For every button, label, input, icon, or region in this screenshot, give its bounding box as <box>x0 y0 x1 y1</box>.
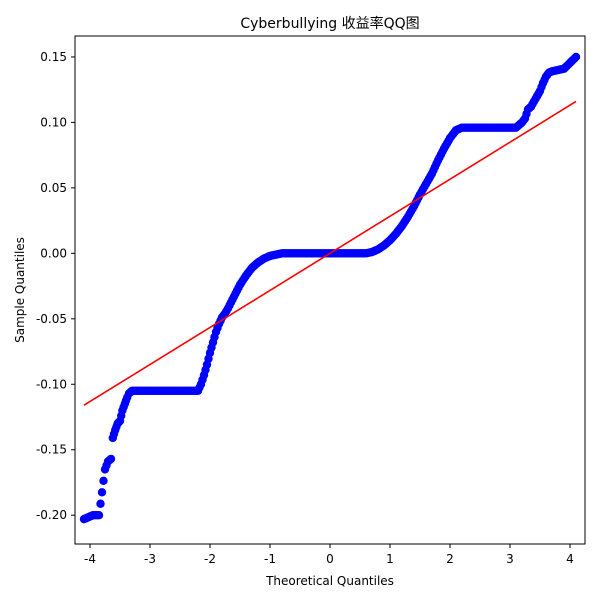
data-point-band <box>96 499 105 508</box>
y-tick-label: -0.15 <box>36 443 67 457</box>
plot-frame <box>74 35 586 545</box>
data-point <box>571 52 581 62</box>
reference-line <box>83 100 577 406</box>
y-tick-label: 0.05 <box>40 181 67 195</box>
reference-line-layer <box>83 100 577 406</box>
x-tick-label: 3 <box>506 552 514 566</box>
data-points <box>79 52 581 524</box>
x-axis-ticks: -4 -3 -2 -1 0 1 2 3 4 <box>84 544 574 566</box>
x-tick-label: -2 <box>204 552 216 566</box>
x-tick-label: -3 <box>144 552 156 566</box>
data-point-band <box>99 476 108 486</box>
chart-title: Cyberbullying 收益率QQ图 <box>240 15 419 32</box>
y-tick-label: -0.20 <box>36 508 67 522</box>
y-tick-label: -0.10 <box>36 377 67 391</box>
x-tick-label: 2 <box>446 552 454 566</box>
x-axis-label: Theoretical Quantiles <box>265 574 394 588</box>
y-axis-ticks: -0.20 -0.15 -0.10 -0.05 0.00 0.05 0.10 0.15 <box>36 50 75 522</box>
y-tick-label: -0.05 <box>36 312 67 326</box>
y-tick-label: 0.15 <box>40 50 67 64</box>
x-tick-label: 0 <box>326 552 334 566</box>
data-point <box>106 454 116 464</box>
x-tick-label: -1 <box>264 552 276 566</box>
data-point-band <box>97 488 107 497</box>
x-tick-label: 4 <box>566 552 574 566</box>
x-tick-label: 1 <box>386 552 394 566</box>
y-tick-label: 0.00 <box>40 246 67 260</box>
y-tick-label: 0.10 <box>40 115 67 129</box>
x-tick-label: -4 <box>84 552 96 566</box>
data-point <box>94 510 104 520</box>
y-axis-label: Sample Quantiles <box>13 237 27 343</box>
